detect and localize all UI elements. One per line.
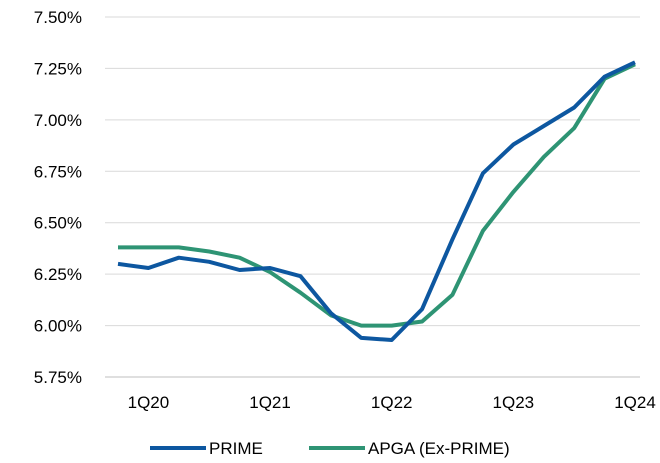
- y-tick-label: 6.50%: [34, 214, 82, 233]
- series-line-apga: [118, 62, 636, 328]
- x-tick-label: 1Q24: [614, 393, 656, 412]
- series-lines: [117, 60, 636, 342]
- series-line-prime: [117, 60, 636, 342]
- x-tick-label: 1Q20: [128, 393, 170, 412]
- y-tick-label: 7.25%: [34, 59, 82, 78]
- y-tick-label: 6.00%: [34, 317, 82, 336]
- legend-label: PRIME: [209, 439, 263, 458]
- x-tick-label: 1Q23: [493, 393, 535, 412]
- y-tick-label: 7.50%: [34, 8, 82, 27]
- legend-label: APGA (Ex-PRIME): [368, 439, 510, 458]
- x-tick-label: 1Q22: [371, 393, 413, 412]
- y-tick-label: 6.25%: [34, 265, 82, 284]
- legend: PRIME APGA (Ex-PRIME): [150, 439, 510, 458]
- y-tick-label: 6.75%: [34, 162, 82, 181]
- x-tick-label: 1Q21: [249, 393, 291, 412]
- gridlines: [105, 16, 640, 378]
- y-tick-label: 7.00%: [34, 111, 82, 130]
- y-tick-label: 5.75%: [34, 368, 82, 387]
- x-axis-ticks: 1Q20 1Q21 1Q22 1Q23 1Q24: [128, 393, 656, 412]
- y-axis-ticks: 5.75% 6.00% 6.25% 6.50% 6.75% 7.00% 7.25% 7.50%: [34, 8, 82, 387]
